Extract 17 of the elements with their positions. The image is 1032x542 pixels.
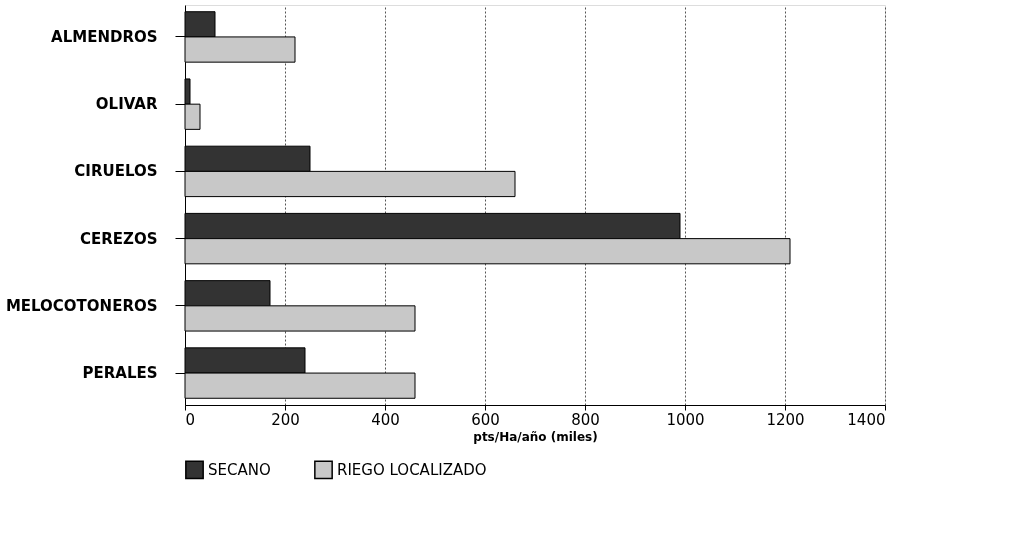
legend-label: RIEGO LOCALIZADO (337, 460, 487, 479)
y-tick-label: CIRUELOS (74, 162, 158, 181)
x-tick-label: 600 (471, 410, 500, 429)
x-tick-label: 1200 (766, 410, 805, 429)
y-tick-label: OLIVAR (95, 95, 158, 114)
y-tick-label: CEREZOS (80, 229, 158, 248)
x-tick-label: 0 (185, 410, 196, 429)
x-tick-label: 800 (571, 410, 600, 429)
y-tick-label: ALMENDROS (51, 27, 158, 46)
legend-label: SECANO (208, 460, 271, 479)
x-tick-label: 1400 (847, 410, 886, 429)
y-tick-label: MELOCOTONEROS (5, 296, 158, 315)
x-tick-label: 1000 (666, 410, 705, 429)
y-tick-label: PERALES (82, 364, 158, 383)
x-tick-label: 400 (371, 410, 400, 429)
x-axis-title: pts/Ha/año (miles) (473, 429, 598, 444)
x-tick-label: 200 (271, 410, 300, 429)
